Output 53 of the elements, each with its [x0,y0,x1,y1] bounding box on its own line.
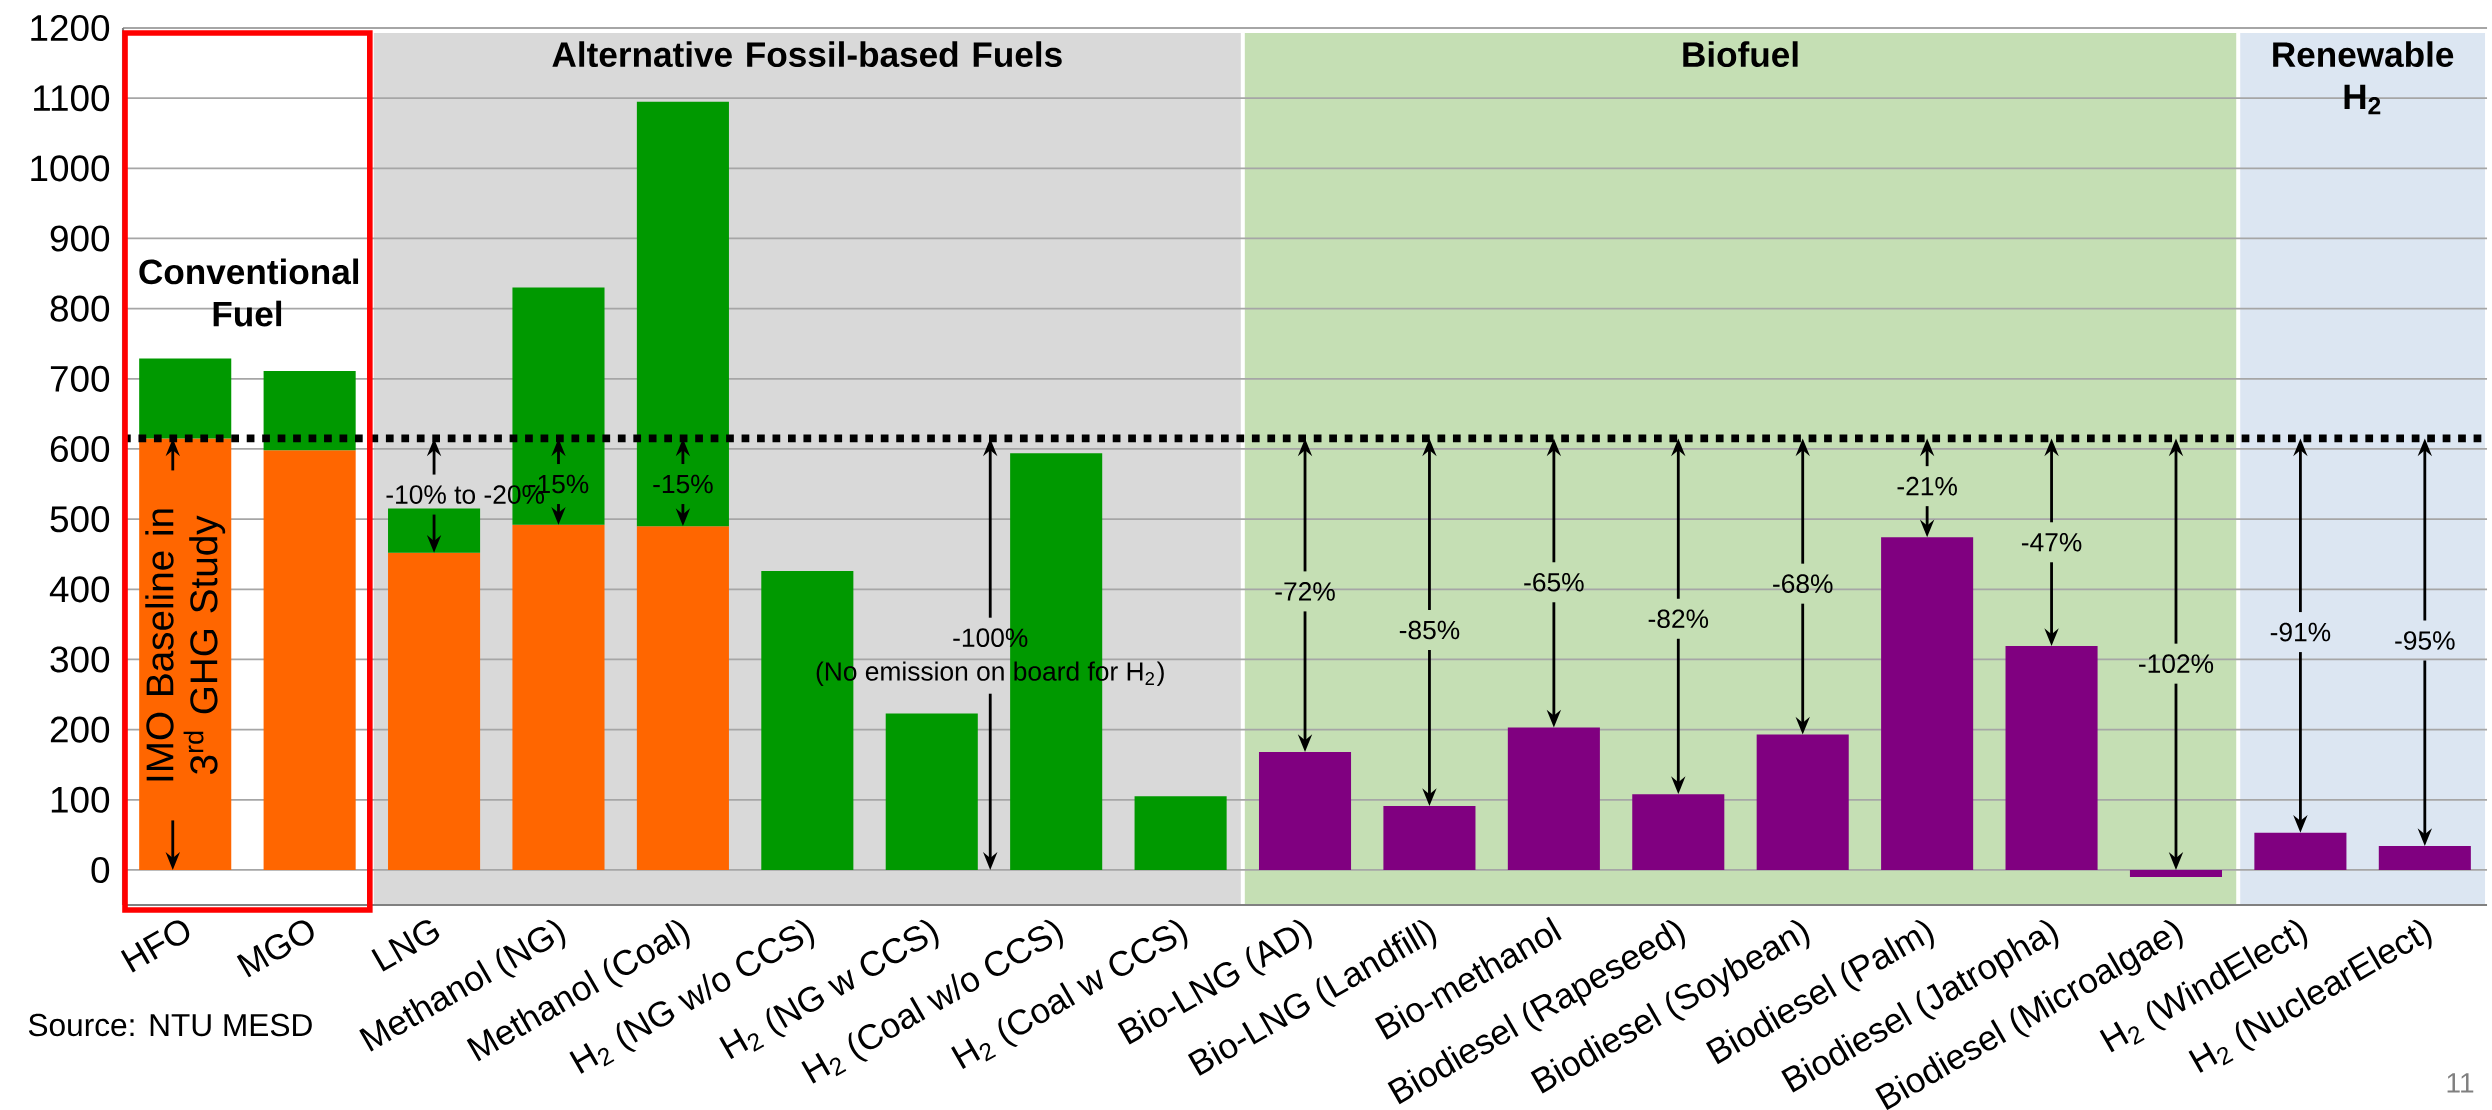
bar [388,508,481,553]
bar [1881,537,1974,870]
y-tick-label: 600 [50,435,110,463]
bar [263,450,356,870]
bar [885,713,978,870]
annotation: -65% [1524,572,1584,592]
annotation: Renewable H$_{2}$ [2273,41,2454,115]
annotation: -72% [1275,582,1335,601]
bar [1756,734,1849,870]
text: 11 [2447,1073,2474,1093]
bar [636,526,729,870]
y-tick-label: 1100 [34,85,110,112]
annotation: -82% [1648,609,1709,629]
bar [636,101,729,527]
x-tick-label: MGO [236,920,314,978]
bar [139,358,232,439]
x-tick-label: HFO [120,920,190,973]
y-tick-label: 500 [50,506,110,533]
bar [1258,752,1352,870]
y-tick-label: 0 [91,856,110,884]
bar [1632,794,1725,870]
y-tick-label: 200 [50,716,110,743]
bar [2378,846,2471,870]
bar [388,552,481,870]
bar [1383,806,1476,870]
annotation: -91% [2270,622,2331,642]
y-tick-label: 900 [50,225,110,252]
annotation: Biofuel [1683,41,1798,68]
annotation: -15% [653,474,713,494]
y-tick-label: 1200 [31,14,110,42]
annotation: Conventional Fuel [139,258,359,327]
annotation: -68% [1773,574,1833,594]
y-tick-label: 100 [51,786,110,813]
source-note: Source: NTU MESD [28,1013,312,1037]
bar [2005,646,2098,870]
y-tick-label: 800 [50,295,110,322]
y-tick-label: 700 [50,365,110,392]
bar [1134,796,1227,870]
annotation: Alternative Fossil-based Fuels [552,41,1062,68]
y-tick-label: 1000 [31,155,110,182]
y-tick-label: 300 [50,646,110,673]
annotation: -21% [1897,476,1957,496]
annotation: -85% [1399,620,1460,640]
bar [2129,869,2223,877]
annotation: -95% [2395,631,2455,650]
bar [1507,727,1600,870]
bar [512,524,605,870]
annotation: -102% [2139,654,2214,674]
bar [2254,832,2347,870]
annotation: -47% [2021,533,2082,552]
y-tick-label: 400 [49,576,110,603]
bar [263,371,356,451]
bar [139,438,232,870]
